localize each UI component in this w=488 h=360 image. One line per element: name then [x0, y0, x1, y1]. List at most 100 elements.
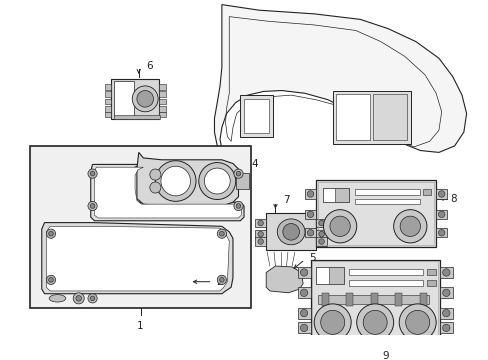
Bar [426, 269, 435, 275]
Bar [419, 293, 426, 306]
Ellipse shape [282, 224, 299, 240]
Polygon shape [137, 152, 238, 206]
Circle shape [49, 231, 53, 236]
Text: 9: 9 [382, 351, 388, 360]
Text: 8: 8 [449, 194, 456, 204]
Bar [370, 293, 377, 306]
Text: 2: 2 [216, 277, 223, 287]
Bar [323, 188, 348, 202]
Bar [426, 280, 435, 286]
Bar [240, 95, 272, 137]
Circle shape [90, 171, 95, 176]
Circle shape [318, 239, 324, 244]
Bar [336, 94, 369, 140]
Bar [297, 267, 310, 278]
Circle shape [204, 168, 230, 194]
Bar [104, 84, 111, 90]
Bar [372, 94, 406, 140]
Circle shape [399, 216, 420, 237]
Circle shape [257, 220, 263, 226]
Bar [315, 237, 326, 246]
Bar [315, 267, 328, 284]
Bar [435, 210, 447, 219]
Circle shape [88, 169, 97, 178]
Circle shape [438, 191, 444, 197]
Bar [354, 189, 419, 195]
Text: 1: 1 [137, 320, 143, 330]
Bar [435, 189, 447, 199]
Circle shape [300, 289, 307, 297]
Circle shape [217, 229, 226, 238]
Bar [159, 106, 165, 112]
Circle shape [149, 169, 161, 180]
Bar [435, 228, 447, 237]
Circle shape [219, 278, 224, 282]
Circle shape [442, 289, 449, 297]
Bar [297, 287, 310, 298]
Polygon shape [41, 222, 232, 294]
Bar [439, 267, 452, 278]
Text: 7: 7 [282, 195, 289, 206]
Bar [315, 267, 343, 284]
Text: 3: 3 [122, 183, 128, 193]
Bar [315, 180, 435, 247]
Polygon shape [265, 266, 303, 293]
Circle shape [318, 231, 324, 237]
Circle shape [236, 171, 240, 176]
Bar [255, 237, 265, 246]
Ellipse shape [277, 219, 305, 245]
Circle shape [323, 210, 356, 243]
Bar [305, 228, 315, 237]
Circle shape [236, 204, 240, 208]
Circle shape [438, 211, 444, 217]
Bar [317, 182, 433, 245]
Bar [114, 116, 160, 119]
Circle shape [306, 191, 313, 197]
Circle shape [300, 269, 307, 276]
Circle shape [393, 210, 426, 243]
Circle shape [73, 293, 84, 304]
Circle shape [46, 229, 56, 238]
Circle shape [90, 204, 95, 208]
Bar [439, 287, 452, 298]
Circle shape [438, 230, 444, 236]
Circle shape [329, 216, 349, 237]
Bar [159, 99, 165, 104]
Bar [159, 91, 165, 97]
Bar [104, 99, 111, 104]
Circle shape [137, 90, 153, 107]
Circle shape [314, 304, 350, 341]
Circle shape [300, 324, 307, 332]
Bar [114, 81, 134, 116]
Bar [104, 112, 111, 117]
Circle shape [199, 163, 235, 199]
Bar [255, 219, 265, 227]
Bar [439, 322, 452, 333]
Ellipse shape [49, 294, 66, 302]
Circle shape [88, 294, 97, 303]
Bar [348, 269, 422, 275]
Circle shape [46, 275, 56, 284]
Bar [315, 230, 326, 238]
Text: 6: 6 [146, 60, 152, 71]
Circle shape [155, 161, 196, 201]
Circle shape [442, 324, 449, 332]
Bar [111, 78, 159, 119]
Bar [348, 280, 422, 286]
Bar [305, 189, 315, 199]
Bar [323, 188, 334, 202]
Circle shape [306, 211, 313, 217]
Bar [394, 293, 402, 306]
Text: 4: 4 [251, 159, 258, 170]
Polygon shape [214, 5, 466, 152]
Circle shape [356, 304, 393, 341]
Bar [315, 219, 326, 227]
Bar [439, 307, 452, 319]
Polygon shape [94, 167, 241, 218]
Circle shape [257, 231, 263, 237]
Circle shape [318, 220, 324, 226]
Circle shape [442, 310, 449, 317]
Circle shape [233, 201, 243, 211]
Circle shape [217, 275, 226, 284]
Bar [255, 230, 265, 238]
